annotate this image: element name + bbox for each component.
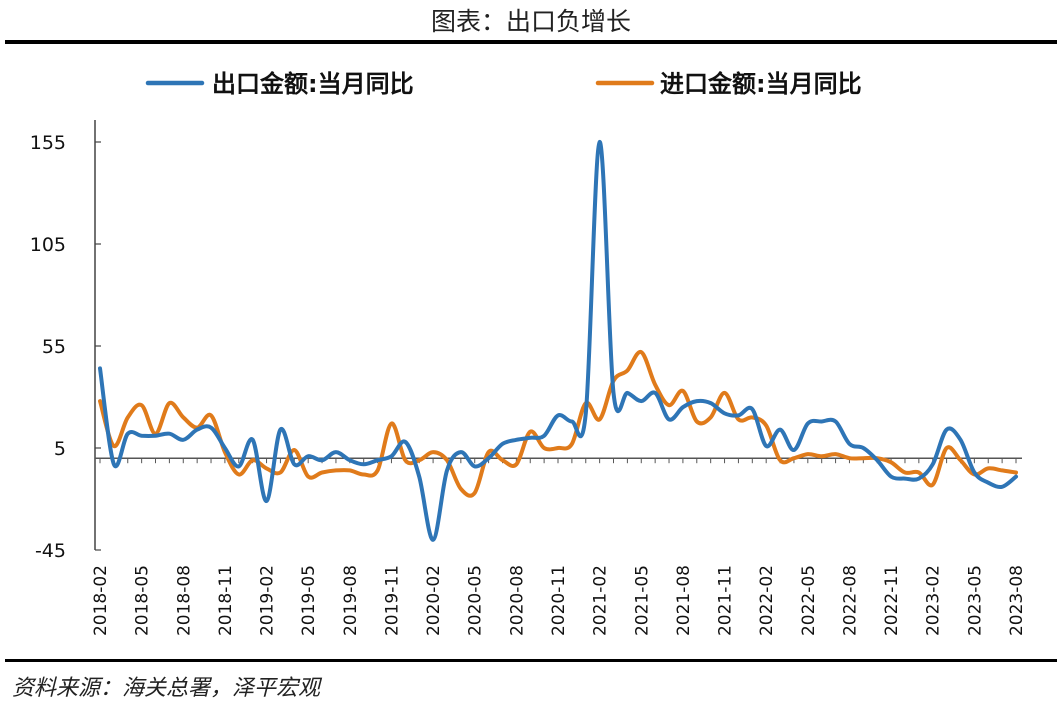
x-axis: 2018-02 2018-05 2018-08 2018-11 2019-02 2019-… bbox=[91, 457, 1027, 636]
y-tick-label: 55 bbox=[42, 336, 66, 358]
x-tick-label: 2018-05 bbox=[133, 565, 153, 636]
x-tick-label: 2018-02 bbox=[91, 565, 111, 636]
legend-label-exports: 出口金额:当月同比 bbox=[212, 70, 414, 98]
x-tick-label: 2021-02 bbox=[591, 565, 611, 636]
x-tick-label: 2019-02 bbox=[258, 565, 278, 636]
x-tick-label: 2019-11 bbox=[382, 565, 402, 636]
x-tick-label: 2020-11 bbox=[549, 565, 569, 636]
x-tick-label: 2021-05 bbox=[632, 565, 652, 636]
x-tick-label: 2021-11 bbox=[716, 565, 736, 636]
x-tick-label: 2023-08 bbox=[1007, 565, 1027, 636]
series-line-exports bbox=[98, 139, 1018, 542]
x-tick-label: 2020-08 bbox=[507, 565, 527, 636]
x-tick-label: 2019-08 bbox=[341, 565, 361, 636]
x-tick-label: 2023-05 bbox=[965, 565, 985, 636]
x-tick-label: 2022-02 bbox=[757, 565, 777, 636]
x-tick-label: 2020-02 bbox=[424, 565, 444, 636]
x-tick-label: 2022-05 bbox=[799, 565, 819, 636]
chart-title: 图表：出口负增长 bbox=[430, 7, 631, 36]
x-tick-label: 2019-05 bbox=[299, 565, 319, 636]
legend-label-imports: 进口金额:当月同比 bbox=[660, 70, 862, 98]
x-tick-label: 2023-02 bbox=[924, 565, 944, 636]
x-tick-label: 2018-11 bbox=[216, 565, 236, 636]
x-tick-label: 2022-08 bbox=[840, 565, 860, 636]
y-tick-label: -45 bbox=[35, 540, 66, 562]
x-tick-label: 2020-05 bbox=[466, 565, 486, 636]
x-tick-label: 2022-11 bbox=[882, 565, 902, 636]
bottom-rule bbox=[5, 659, 1057, 662]
y-tick-label: 155 bbox=[30, 132, 66, 154]
series-line-imports bbox=[98, 350, 1018, 498]
x-tick-label: 2021-08 bbox=[674, 565, 694, 636]
y-tick-label: 105 bbox=[30, 234, 66, 256]
legend: 出口金额:当月同比 进口金额:当月同比 bbox=[145, 70, 862, 98]
x-tick-label: 2018-08 bbox=[174, 565, 194, 636]
y-tick-label: 5 bbox=[54, 438, 66, 460]
source-note: 资料来源：海关总署，泽平宏观 bbox=[12, 676, 321, 701]
top-rule bbox=[5, 40, 1057, 44]
series-lines bbox=[98, 139, 1018, 542]
